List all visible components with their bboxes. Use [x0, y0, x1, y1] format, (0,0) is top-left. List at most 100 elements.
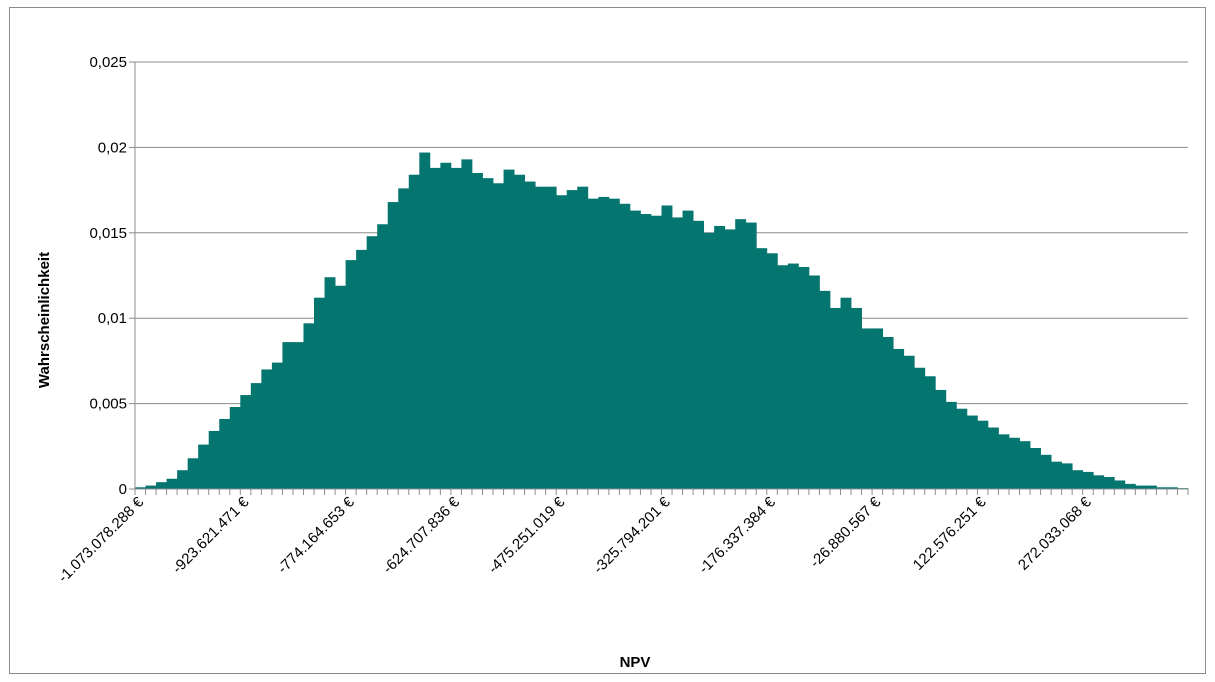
- bar: [398, 188, 410, 489]
- bar: [1019, 441, 1031, 489]
- bar: [440, 162, 452, 489]
- bar: [893, 348, 905, 489]
- bar: [377, 224, 389, 489]
- y-tick-label: 0,01: [98, 310, 127, 327]
- bar: [1135, 485, 1147, 489]
- bar: [956, 408, 968, 489]
- x-tick-label: 272.033.068 €: [1015, 493, 1095, 573]
- bar: [819, 290, 831, 489]
- bar: [629, 210, 641, 489]
- bar: [935, 389, 947, 489]
- bar: [535, 186, 547, 489]
- bar: [903, 355, 915, 489]
- y-axis-title: Wahrscheinlichkeit: [36, 252, 53, 388]
- x-tick-label: -26.880.567 €: [807, 493, 885, 571]
- y-tick-label: 0,015: [89, 225, 127, 242]
- axes: [134, 62, 1189, 495]
- y-tick-label: 0,025: [89, 54, 127, 71]
- bar: [1082, 471, 1094, 489]
- bar: [872, 328, 884, 489]
- bar: [672, 217, 683, 490]
- bar: [745, 222, 757, 489]
- bar: [282, 342, 294, 489]
- bar: [482, 178, 494, 490]
- bar: [240, 395, 252, 489]
- bar: [503, 169, 515, 489]
- bar: [766, 253, 778, 489]
- bar: [619, 203, 631, 489]
- bar: [882, 336, 894, 489]
- bar: [408, 174, 420, 489]
- x-tick-labels: -1.073.078.288 € -923.621.471 € -774.164.6…: [55, 493, 1095, 586]
- bar: [156, 482, 167, 489]
- bar: [387, 202, 399, 489]
- bar: [198, 444, 210, 489]
- chart-frame: [9, 7, 1206, 674]
- y-tick-label: 0: [119, 481, 127, 498]
- bar: [724, 229, 736, 489]
- bar: [808, 275, 820, 489]
- bar: [735, 219, 747, 490]
- bar: [987, 427, 999, 489]
- bar: [366, 236, 378, 489]
- bar: [271, 362, 283, 489]
- bar: [145, 485, 157, 489]
- x-axis-title: NPV: [620, 654, 651, 671]
- bar: [419, 152, 431, 490]
- bar: [998, 434, 1010, 489]
- bar: [493, 183, 504, 489]
- bar: [608, 198, 620, 489]
- bar: [250, 383, 262, 489]
- bar: [851, 307, 862, 489]
- bar: [219, 418, 231, 489]
- bar: [545, 186, 557, 489]
- bar: [714, 225, 726, 489]
- bar: [1166, 487, 1178, 489]
- bar: [693, 220, 705, 489]
- bar: [1124, 483, 1136, 489]
- x-tick-label: -1.073.078.288 €: [55, 493, 148, 586]
- bar: [1156, 487, 1168, 489]
- bar: [177, 470, 189, 489]
- y-tick-label: 0,005: [89, 396, 127, 413]
- bar: [966, 415, 978, 489]
- bar: [1008, 437, 1020, 489]
- bar: [303, 323, 315, 489]
- bar: [461, 159, 473, 489]
- bar: [345, 260, 357, 489]
- y-tick-labels: 0 0,005 0,01 0,015 0,02 0,025: [89, 54, 127, 498]
- bar: [777, 265, 789, 489]
- bar: [977, 420, 989, 489]
- bar: [640, 214, 652, 489]
- bar: [135, 487, 146, 489]
- bar: [650, 215, 662, 489]
- bar: [577, 186, 589, 489]
- bar: [1030, 448, 1041, 489]
- bar: [787, 263, 799, 489]
- x-tick-label: -624.707.836 €: [380, 493, 464, 577]
- bar: [1061, 463, 1073, 489]
- bar: [324, 277, 336, 489]
- x-tick-label: 122.576.251 €: [910, 493, 990, 573]
- y-tick-label: 0,02: [98, 139, 127, 156]
- bar: [914, 367, 926, 489]
- bar: [798, 266, 810, 489]
- bar: [1114, 480, 1126, 489]
- bar: [314, 297, 325, 489]
- bar: [1040, 454, 1052, 489]
- bar: [556, 195, 568, 489]
- bar: [924, 376, 936, 489]
- bar: [945, 401, 957, 489]
- bar: [514, 174, 526, 489]
- bar: [587, 198, 599, 489]
- bars: [135, 152, 1189, 490]
- bar: [166, 478, 178, 489]
- bar: [661, 205, 673, 490]
- bar: [1072, 470, 1084, 489]
- bar: [261, 369, 273, 489]
- bar: [229, 407, 241, 489]
- bar: [682, 210, 694, 489]
- bar: [524, 181, 536, 489]
- bar: [208, 430, 220, 489]
- bar: [292, 342, 304, 489]
